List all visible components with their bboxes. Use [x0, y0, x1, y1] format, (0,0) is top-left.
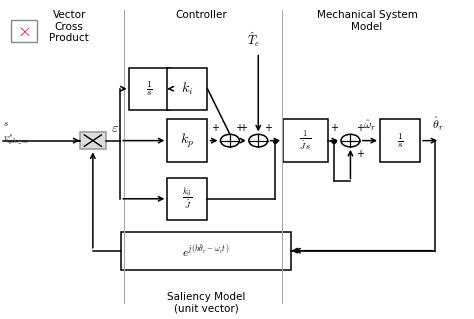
Text: +: + [236, 123, 243, 133]
Text: +: + [356, 149, 364, 160]
Text: +: + [239, 123, 247, 133]
FancyBboxPatch shape [167, 68, 208, 110]
Text: $\hat{\theta}_r$: $\hat{\theta}_r$ [432, 115, 444, 133]
FancyBboxPatch shape [380, 119, 420, 162]
FancyBboxPatch shape [11, 19, 37, 41]
Text: $\frac{1}{s}$: $\frac{1}{s}$ [146, 79, 153, 98]
FancyBboxPatch shape [283, 119, 328, 162]
FancyBboxPatch shape [167, 178, 208, 220]
Text: $v^s_{qds\_cn}$: $v^s_{qds\_cn}$ [3, 133, 30, 147]
Text: $\frac{1}{s}$: $\frac{1}{s}$ [397, 131, 403, 150]
Text: $\varepsilon$: $\varepsilon$ [110, 121, 118, 135]
Text: $k_i$: $k_i$ [182, 81, 193, 97]
Text: $e^{j(h\hat{\theta}_r - \omega_c t\,)}$: $e^{j(h\hat{\theta}_r - \omega_c t\,)}$ [182, 242, 230, 259]
Text: $\times$: $\times$ [18, 22, 31, 40]
Text: Mechanical System
Model: Mechanical System Model [317, 10, 418, 32]
Text: Vector
Cross
Product: Vector Cross Product [49, 10, 89, 43]
Text: $\hat{\omega}_r$: $\hat{\omega}_r$ [363, 119, 377, 133]
Text: Saliency Model
(unit vector): Saliency Model (unit vector) [167, 292, 246, 313]
Text: +: + [330, 123, 338, 133]
FancyBboxPatch shape [80, 132, 106, 149]
Text: $s$: $s$ [3, 119, 9, 128]
Text: $\frac{k_d}{\hat{J}}$: $\frac{k_d}{\hat{J}}$ [182, 186, 192, 211]
Text: +: + [211, 123, 219, 133]
FancyBboxPatch shape [121, 232, 292, 270]
Text: +: + [264, 123, 272, 133]
FancyBboxPatch shape [167, 119, 208, 162]
Text: $\frac{1}{\hat{J}\,s}$: $\frac{1}{\hat{J}\,s}$ [300, 129, 311, 152]
FancyBboxPatch shape [129, 68, 170, 110]
Text: Controller: Controller [176, 10, 228, 20]
Text: +: + [356, 123, 364, 133]
Text: $k_p$: $k_p$ [181, 131, 194, 150]
Text: $\hat{T}_e$: $\hat{T}_e$ [247, 31, 260, 49]
